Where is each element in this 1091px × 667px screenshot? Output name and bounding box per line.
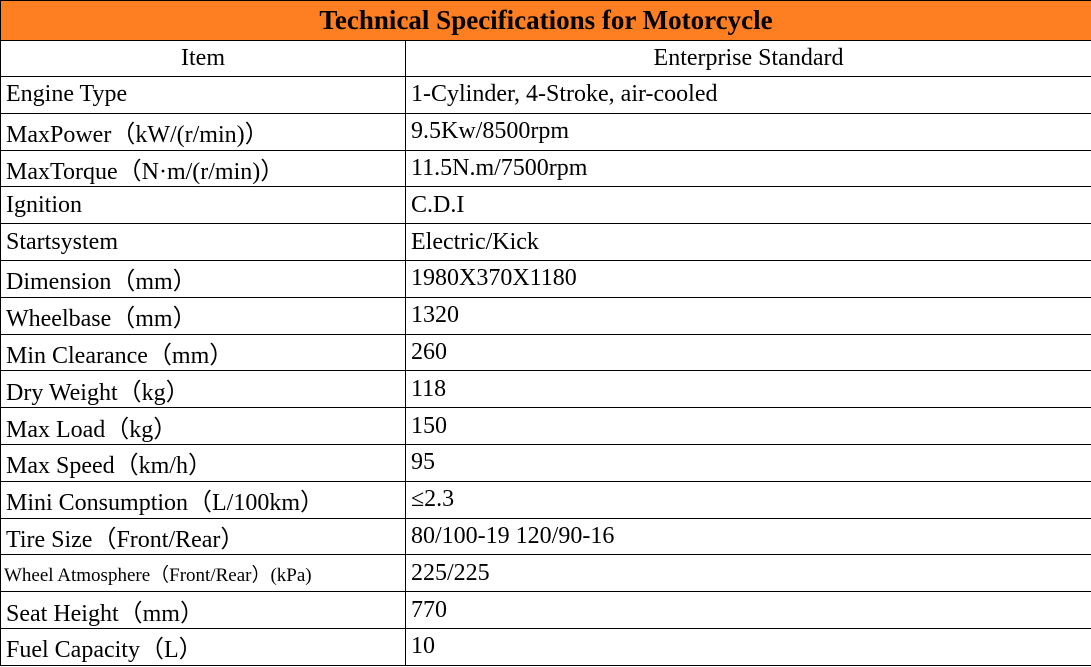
value-cell: 80/100-19 120/90-16 xyxy=(405,517,1091,556)
value-cell: 11.5N.m/7500rpm xyxy=(405,149,1091,188)
title-row: Technical Specifications for Motorcycle xyxy=(0,0,1091,41)
value-cell: 10 xyxy=(405,627,1091,666)
value-cell: 150 xyxy=(405,407,1091,445)
item-cell: Tire Size（Front/Rear） xyxy=(0,517,406,556)
value-cell: 1-Cylinder, 4-Stroke, air-cooled xyxy=(405,76,1091,114)
value-cell: Electric/Kick xyxy=(405,223,1091,261)
item-cell: MaxPower（kW/(r/min)） xyxy=(0,112,406,151)
item-cell: Fuel Capacity（L） xyxy=(0,627,406,666)
spec-row: Seat Height（mm） 770 xyxy=(0,591,1091,629)
value-cell: 225/225 xyxy=(405,554,1091,593)
spec-row: Engine Type 1-Cylinder, 4-Stroke, air-coo… xyxy=(0,76,1091,114)
item-cell: Engine Type xyxy=(0,76,406,114)
spec-row: Startsystem Electric/Kick xyxy=(0,223,1091,261)
item-cell: MaxTorque（N·m/(r/min)） xyxy=(0,149,406,188)
spec-row: Mini Consumption（L/100km） ≤2.3 xyxy=(0,480,1091,519)
value-cell: 770 xyxy=(405,591,1091,629)
item-cell: Wheel Atmosphere（Front/Rear）(kPa) xyxy=(0,554,406,593)
item-cell: Ignition xyxy=(0,186,406,225)
spec-row: Ignition C.D.I xyxy=(0,186,1091,225)
item-cell: Min Clearance（mm） xyxy=(0,333,406,372)
item-cell: Mini Consumption（L/100km） xyxy=(0,480,406,519)
item-cell: Max Speed（km/h） xyxy=(0,443,406,482)
header-row: Item Enterprise Standard xyxy=(0,40,1091,77)
spec-row: MaxPower（kW/(r/min)） 9.5Kw/8500rpm xyxy=(0,112,1091,151)
spec-row: Wheel Atmosphere（Front/Rear）(kPa) 225/225 xyxy=(0,554,1091,593)
item-cell: Max Load（kg） xyxy=(0,407,406,445)
item-cell: Startsystem xyxy=(0,223,406,261)
spec-row: Max Speed（km/h） 95 xyxy=(0,443,1091,482)
spec-row: Dimension（mm） 1980X370X1180 xyxy=(0,259,1091,298)
value-cell: 1980X370X1180 xyxy=(405,259,1091,298)
table-title: Technical Specifications for Motorcycle xyxy=(0,0,1091,41)
spec-row: MaxTorque（N·m/(r/min)） 11.5N.m/7500rpm xyxy=(0,149,1091,188)
spec-row: Dry Weight（kg） 118 xyxy=(0,370,1091,409)
item-cell: Dimension（mm） xyxy=(0,259,406,298)
item-cell: Dry Weight（kg） xyxy=(0,370,406,409)
column-header: Enterprise Standard xyxy=(405,40,1091,77)
spec-row: Max Load（kg） 150 xyxy=(0,407,1091,445)
value-cell: 1320 xyxy=(405,296,1091,335)
value-cell: ≤2.3 xyxy=(405,480,1091,519)
item-cell: Wheelbase（mm） xyxy=(0,296,406,335)
value-cell: 95 xyxy=(405,443,1091,482)
spec-row: Tire Size（Front/Rear） 80/100-19 120/90-16 xyxy=(0,517,1091,556)
value-cell: 9.5Kw/8500rpm xyxy=(405,112,1091,151)
value-cell: C.D.I xyxy=(405,186,1091,225)
spec-row: Min Clearance（mm） 260 xyxy=(0,333,1091,372)
item-cell: Seat Height（mm） xyxy=(0,591,406,629)
value-cell: 260 xyxy=(405,333,1091,372)
column-header: Item xyxy=(0,40,406,77)
spec-row: Wheelbase（mm） 1320 xyxy=(0,296,1091,335)
value-cell: 118 xyxy=(405,370,1091,409)
spec-row: Fuel Capacity（L） 10 xyxy=(0,627,1091,666)
